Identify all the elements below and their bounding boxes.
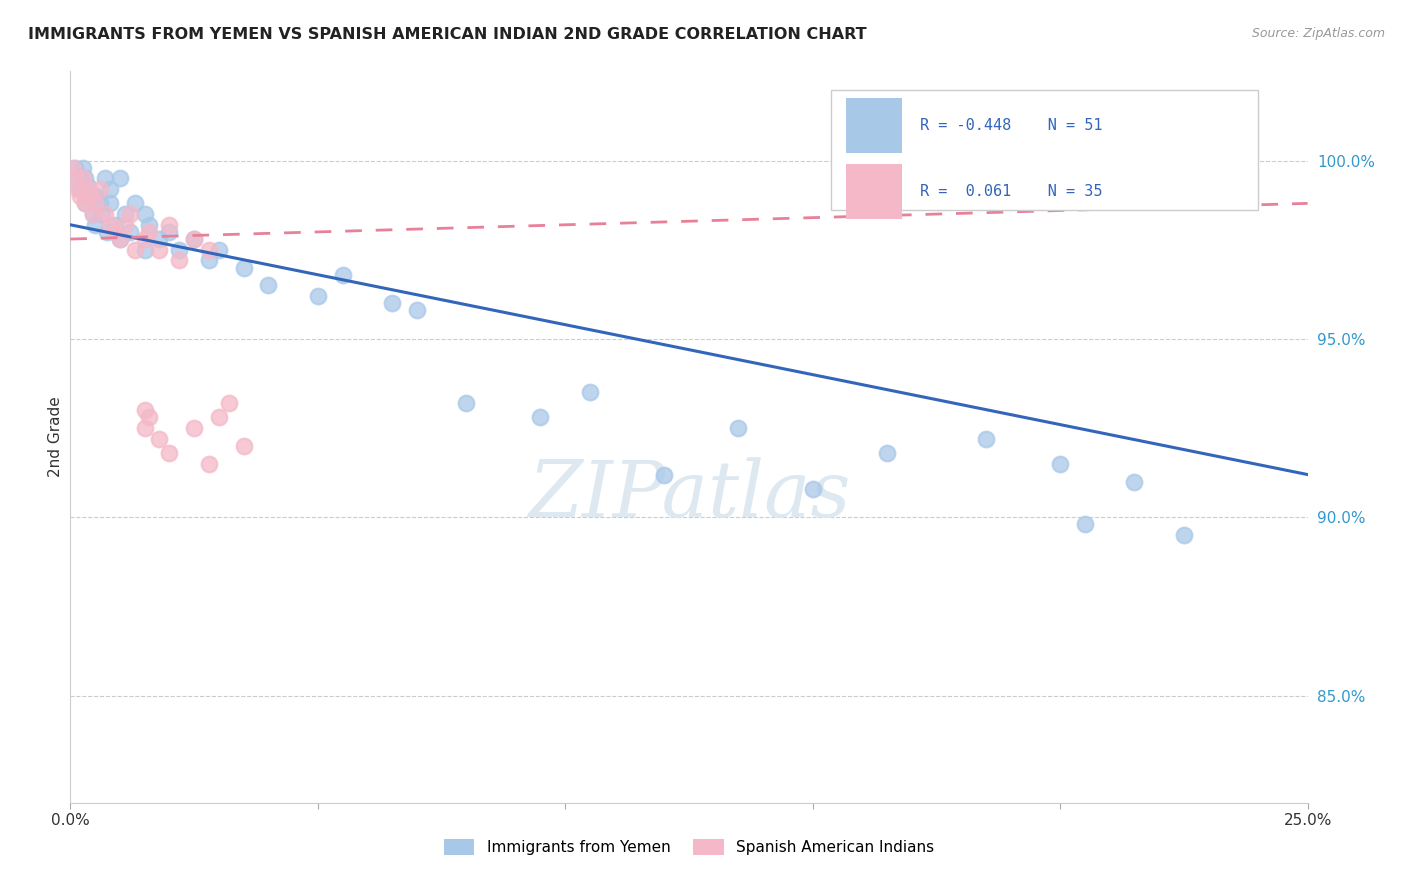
Point <box>108 171 131 186</box>
Point <box>62 161 84 175</box>
Text: Source: ZipAtlas.com: Source: ZipAtlas.com <box>1251 27 1385 40</box>
Point <box>1173 528 1195 542</box>
FancyBboxPatch shape <box>831 90 1258 211</box>
Point <box>727 421 749 435</box>
Point <box>134 207 156 221</box>
Point <box>232 260 254 275</box>
Point <box>98 196 121 211</box>
Point <box>118 207 141 221</box>
Point <box>138 218 160 232</box>
Point <box>167 243 190 257</box>
Point <box>198 253 221 268</box>
Point <box>108 232 131 246</box>
Point <box>75 196 97 211</box>
Point <box>82 207 104 221</box>
Point <box>84 196 107 211</box>
Point <box>218 396 240 410</box>
Point <box>65 171 87 186</box>
Point <box>332 268 354 282</box>
Point <box>76 178 98 193</box>
Text: IMMIGRANTS FROM YEMEN VS SPANISH AMERICAN INDIAN 2ND GRADE CORRELATION CHART: IMMIGRANTS FROM YEMEN VS SPANISH AMERICA… <box>28 27 866 42</box>
Point <box>183 421 205 435</box>
Point <box>1123 475 1146 489</box>
Point <box>183 232 205 246</box>
Point <box>148 232 170 246</box>
Text: R =  0.061    N = 35: R = 0.061 N = 35 <box>921 184 1102 199</box>
Point <box>84 189 107 203</box>
Point <box>134 243 156 257</box>
Point <box>381 296 404 310</box>
Bar <box>846 164 901 219</box>
Point <box>652 467 675 482</box>
Point <box>198 457 221 471</box>
Point <box>79 189 101 203</box>
Point <box>72 161 94 175</box>
Point <box>157 218 180 232</box>
Point <box>801 482 824 496</box>
Point <box>307 289 329 303</box>
Point <box>89 182 111 196</box>
Y-axis label: 2nd Grade: 2nd Grade <box>48 397 63 477</box>
Text: ZIPatlas: ZIPatlas <box>527 458 851 533</box>
Point <box>148 432 170 446</box>
Point <box>198 243 221 257</box>
Point <box>65 161 87 175</box>
Point <box>89 196 111 211</box>
Point <box>114 218 136 232</box>
Point <box>94 207 117 221</box>
Legend: Immigrants from Yemen, Spanish American Indians: Immigrants from Yemen, Spanish American … <box>437 833 941 861</box>
Point <box>98 218 121 232</box>
Point <box>104 225 127 239</box>
Point <box>134 421 156 435</box>
Bar <box>846 98 901 153</box>
Point <box>167 253 190 268</box>
Point <box>69 182 91 196</box>
Point <box>75 196 97 211</box>
Point <box>876 446 898 460</box>
Point <box>66 182 89 196</box>
Point <box>118 225 141 239</box>
Point <box>405 303 427 318</box>
Point <box>208 410 231 425</box>
Point <box>124 196 146 211</box>
Point <box>456 396 478 410</box>
Point <box>79 189 101 203</box>
Point <box>138 410 160 425</box>
Point <box>1049 457 1071 471</box>
Point <box>157 225 180 239</box>
Point <box>76 182 98 196</box>
Point <box>183 232 205 246</box>
Point <box>114 207 136 221</box>
Point <box>257 278 280 293</box>
Point <box>84 189 107 203</box>
Point <box>157 446 180 460</box>
Point <box>91 207 114 221</box>
Point <box>1074 517 1097 532</box>
Text: R = -0.448    N = 51: R = -0.448 N = 51 <box>921 119 1102 133</box>
Point <box>98 182 121 196</box>
Point <box>84 218 107 232</box>
Point <box>148 243 170 257</box>
Point <box>138 225 160 239</box>
Point <box>82 207 104 221</box>
Point <box>108 232 131 246</box>
Point <box>104 218 127 232</box>
Point <box>134 403 156 417</box>
Point <box>75 171 97 186</box>
Point <box>66 171 89 186</box>
Point <box>96 225 118 239</box>
Point <box>94 171 117 186</box>
Point <box>124 243 146 257</box>
Point <box>974 432 997 446</box>
Point <box>232 439 254 453</box>
Point <box>72 171 94 186</box>
Point <box>208 243 231 257</box>
Point <box>134 232 156 246</box>
Point <box>69 189 91 203</box>
Point <box>529 410 551 425</box>
Point <box>579 385 602 400</box>
